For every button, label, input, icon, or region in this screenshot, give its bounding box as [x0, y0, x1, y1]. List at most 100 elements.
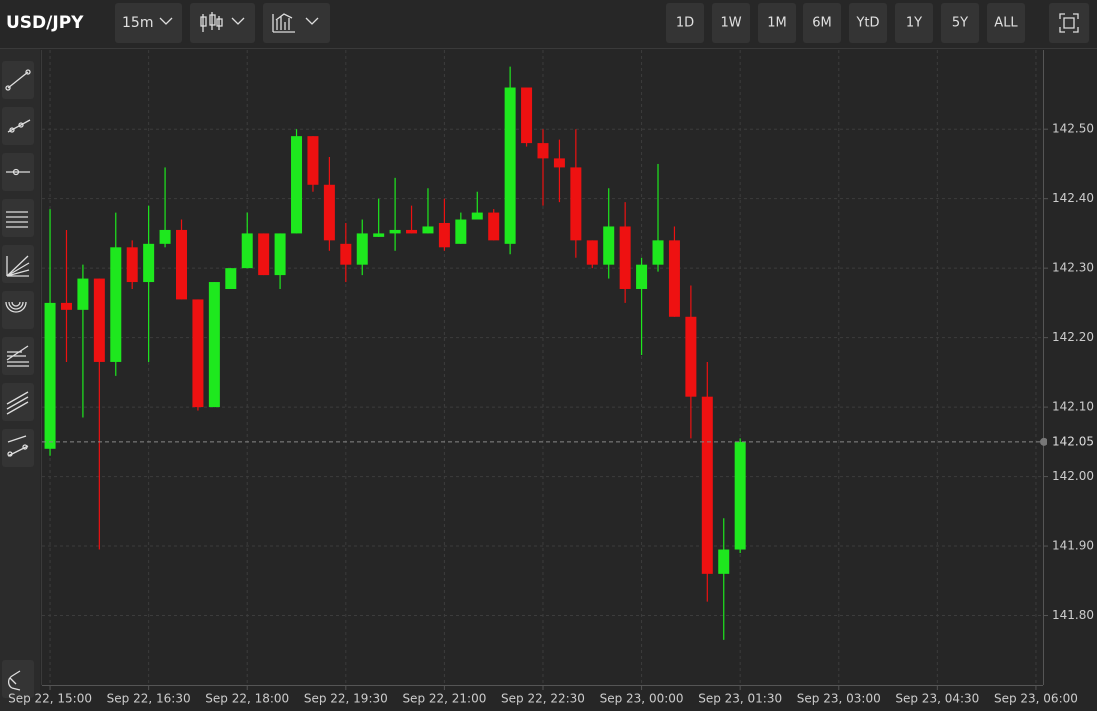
candle-body	[208, 282, 220, 408]
range-button[interactable]: ALL	[987, 3, 1025, 43]
range-button-bg	[941, 3, 979, 43]
range-button[interactable]: YtD	[849, 3, 887, 43]
ray-tool[interactable]	[2, 107, 34, 145]
candle-body	[701, 396, 713, 574]
x-tick-label: Sep 23, 04:30	[895, 692, 979, 706]
candle-body	[258, 233, 270, 276]
range-button-bg	[849, 3, 887, 43]
candle-body	[586, 240, 598, 265]
range-button[interactable]: 1W	[712, 3, 750, 43]
y-tick-label: 142.40	[1052, 191, 1094, 205]
candle-body	[422, 226, 434, 234]
pitchfork-tool[interactable]	[2, 383, 34, 421]
arc-tool[interactable]	[2, 291, 34, 329]
candle-body	[685, 316, 697, 397]
fan-tool[interactable]	[2, 245, 34, 283]
range-button-label: 1Y	[906, 16, 922, 31]
candle-body	[93, 278, 105, 362]
range-button[interactable]: 1Y	[895, 3, 933, 43]
y-tick-label: 142.10	[1052, 400, 1094, 414]
drawing-tools	[2, 61, 34, 698]
candle-body	[143, 243, 155, 283]
candle-body	[192, 299, 204, 408]
x-tick-label: Sep 22, 15:00	[8, 692, 92, 706]
range-button-label: 1W	[720, 16, 741, 31]
candle-body	[340, 243, 352, 265]
candle-body	[537, 143, 549, 159]
current-price-dot	[1040, 437, 1048, 446]
symbol: USD/JPY	[6, 13, 84, 33]
candle-body	[652, 240, 664, 265]
x-tick-label: Sep 23, 01:30	[698, 692, 782, 706]
x-tick-label: Sep 23, 00:00	[600, 692, 684, 706]
candle-body	[356, 233, 368, 265]
candle-body	[77, 278, 89, 310]
horizontal-line-tool[interactable]	[2, 153, 34, 191]
x-tick-label: Sep 22, 16:30	[107, 692, 191, 706]
y-tick-label: 141.90	[1052, 539, 1094, 553]
candle-body	[636, 264, 648, 289]
grid	[42, 50, 1048, 690]
measure-tool[interactable]	[2, 429, 34, 467]
candles	[44, 66, 746, 640]
x-tick-label: Sep 22, 21:00	[402, 692, 486, 706]
candle-body	[619, 226, 631, 289]
candle-body	[553, 158, 565, 168]
current-price-label: 142.05	[1052, 434, 1094, 448]
range-button-label: ALL	[994, 16, 1018, 31]
range-button-label: 6M	[812, 16, 832, 31]
candle-body	[307, 136, 319, 185]
trend-line-tool[interactable]	[2, 61, 34, 99]
candle-body	[668, 240, 680, 317]
range-button-bg	[803, 3, 841, 43]
candle-body	[274, 233, 286, 276]
x-tick-label: Sep 22, 18:00	[205, 692, 289, 706]
left-toolbar	[0, 49, 40, 711]
candle-body	[323, 184, 335, 241]
range-button-bg	[758, 3, 796, 43]
y-tick-label: 142.30	[1052, 261, 1094, 275]
interval-button[interactable]: 15m	[115, 3, 182, 43]
candle-body	[504, 87, 516, 244]
candle-body	[44, 302, 56, 449]
y-tick-label: 142.50	[1052, 122, 1094, 136]
candle-body	[110, 247, 122, 362]
candle-body	[734, 441, 746, 550]
range-button-label: 5Y	[952, 16, 968, 31]
x-tick-label: Sep 22, 19:30	[304, 692, 388, 706]
candle-body	[718, 549, 730, 574]
current-price-tag	[1047, 433, 1093, 450]
y-tick-label: 142.20	[1052, 330, 1094, 344]
candle-body	[603, 226, 615, 265]
candle-body	[126, 247, 138, 283]
x-tick-label: Sep 23, 03:00	[797, 692, 881, 706]
x-tick-label: Sep 22, 22:30	[501, 692, 585, 706]
candle-body	[159, 229, 171, 244]
range-button[interactable]: 1D	[666, 3, 704, 43]
range-button-label: 1D	[676, 16, 694, 31]
fib-tool[interactable]	[2, 337, 34, 375]
channel-tool[interactable]	[2, 199, 34, 237]
candle-body	[225, 268, 237, 289]
range-button[interactable]: 1M	[758, 3, 796, 43]
x-tick-label: Sep 23, 06:00	[994, 692, 1078, 706]
range-button[interactable]: 5Y	[941, 3, 979, 43]
range-button-label: 1M	[767, 16, 787, 31]
indicators-button[interactable]	[263, 3, 330, 43]
candle-body	[488, 212, 500, 241]
range-button[interactable]: 6M	[803, 3, 841, 43]
candle-body	[438, 222, 450, 248]
candle-body	[570, 167, 582, 241]
interval-label: 15m	[122, 15, 153, 31]
candle-body	[176, 229, 188, 300]
y-tick-label: 141.80	[1052, 608, 1094, 622]
candle-body	[241, 233, 253, 269]
chart-type-button[interactable]	[190, 3, 255, 43]
magnet-tool[interactable]	[2, 660, 34, 698]
range-button-bg	[895, 3, 933, 43]
fullscreen-button[interactable]	[1049, 3, 1089, 43]
range-button-bg	[666, 3, 704, 43]
